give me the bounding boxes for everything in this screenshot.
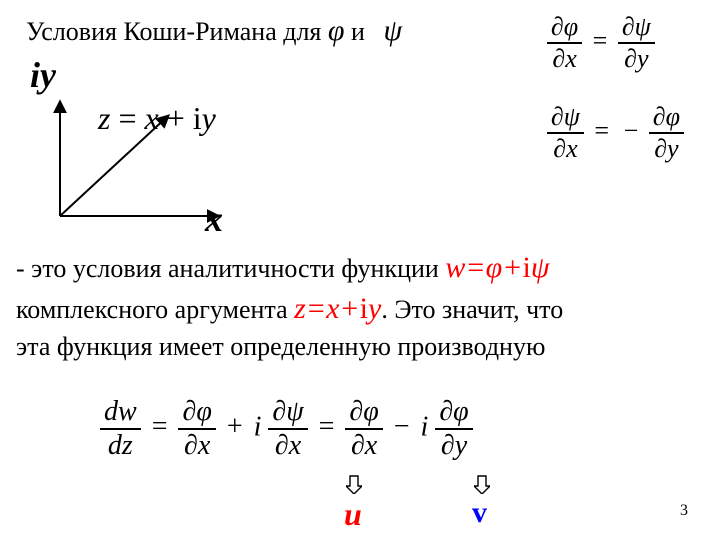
t2-den: ∂x [268,430,307,462]
arg-plus: + [339,292,359,325]
t3-den: ∂x [345,430,382,462]
para-p3: эта функция имеет определенную производн… [16,332,545,361]
cr1-rhs-frac: ∂ψ ∂y [618,12,655,74]
cauchy-riemann-equations: ∂φ ∂x = ∂ψ ∂y ∂ψ ∂x = − ∂φ ∂y [547,12,684,164]
cr2-lhs-frac: ∂ψ ∂x [547,102,584,164]
cr2-rhs-frac: ∂φ ∂y [649,102,684,164]
t1-den: ∂x [178,430,215,462]
term3-frac: ∂φ ∂x [345,396,382,462]
arg-zv: z [294,292,306,325]
u-label: u [344,496,362,533]
fn-i: i [522,251,530,284]
cr1-lden: ∂x [547,44,582,74]
t2-num: ∂ψ [268,396,307,430]
dwdz-frac: dw dz [100,396,141,462]
cr1-lnum: ∂φ [547,12,582,44]
cr1-eq: = [589,26,612,55]
cr2-sign: − [620,116,643,145]
cr1-rnum: ∂ψ [618,12,655,44]
title-phi: φ [328,14,345,47]
para-p2b: . Это значит, что [381,295,563,324]
para-p2a: комплексного аргумента [16,295,294,324]
fn-psi: ψ [531,251,550,284]
cr2-eq: = [590,116,613,145]
fn-w: w=φ+iψ [445,251,549,284]
title-pre: Условия Коши-Римана для [26,17,328,46]
paragraph: - это условия аналитичности функции w=φ+… [16,248,704,364]
arg-x: x [326,292,339,325]
title-and: и [345,17,372,46]
cr2-lnum: ∂ψ [547,102,584,134]
cr2-lden: ∂x [547,134,584,164]
slide-page: Условия Коши-Римана для φ и ψ iy x z = x… [0,0,720,540]
t3-num: ∂φ [345,396,382,430]
para-p1: - это условия аналитичности функции [16,254,445,283]
deriv-i2: i [421,411,429,442]
down-arrow-u-icon [346,474,362,494]
t4-den: ∂y [435,430,472,462]
term1-frac: ∂φ ∂x [178,396,215,462]
t1-num: ∂φ [178,396,215,430]
term4-frac: ∂φ ∂y [435,396,472,462]
arg-i: i [360,292,368,325]
title-psi: ψ [383,14,402,47]
arg-eq: = [306,292,326,325]
deriv-eq1: = [148,411,172,442]
dwdz-den: dz [100,430,141,462]
fn-phi: φ [486,251,503,284]
term2-frac: ∂ψ ∂x [268,396,307,462]
deriv-eq2: = [315,411,339,442]
derivative-equation: dw dz = ∂φ ∂x + i ∂ψ ∂x = ∂φ ∂x − i ∂φ ∂… [100,396,473,462]
w: w [445,251,465,284]
cr2-rden: ∂y [649,134,684,164]
page-number: 3 [680,502,688,520]
down-arrow-v-icon [474,474,490,494]
cr-eq-1: ∂φ ∂x = ∂ψ ∂y [547,12,684,74]
deriv-minus: − [390,411,414,442]
arg-z: z=x+iy [294,292,381,325]
cr1-lhs-frac: ∂φ ∂x [547,12,582,74]
axes-diagram [48,88,248,228]
fn-eq: = [465,251,485,284]
cr-eq-2: ∂ψ ∂x = − ∂φ ∂y [547,102,684,164]
arg-y: y [368,292,381,325]
v-label: v [472,496,487,530]
fn-plus: + [502,251,522,284]
deriv-i1: i [254,411,262,442]
z-vector-line [60,116,168,216]
cr1-rden: ∂y [618,44,655,74]
deriv-plus: + [223,411,247,442]
dwdz-num: dw [100,396,141,430]
cr2-rnum: ∂φ [649,102,684,134]
t4-num: ∂φ [435,396,472,430]
